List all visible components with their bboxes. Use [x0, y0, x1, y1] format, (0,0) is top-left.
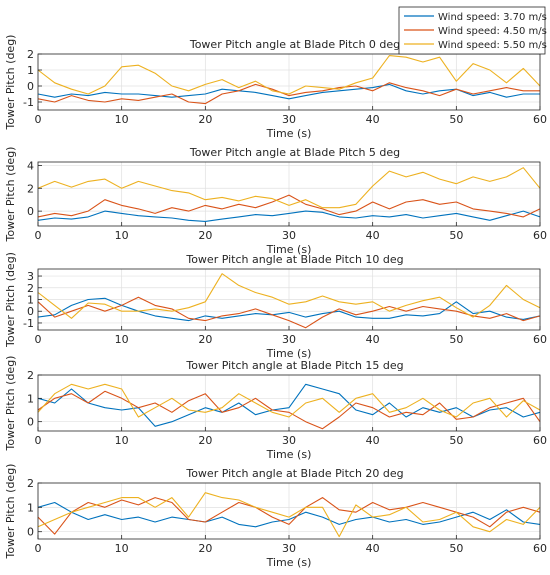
chart-title-1: Tower Pitch angle at Blade Pitch 5 deg: [189, 146, 400, 159]
legend: Wind speed: 3.70 m/s Wind speed: 4.50 m/…: [398, 6, 547, 55]
series-line-2-2: [37, 273, 541, 319]
xtick-label-2-0: 0: [35, 333, 42, 346]
xtick-label-0-3: 30: [282, 113, 296, 126]
series-line-3-2: [37, 383, 541, 418]
xtick-label-1-5: 50: [449, 229, 463, 242]
ytick-label-0-1: 0: [27, 80, 34, 93]
ytick-label-1-0: 0: [27, 205, 34, 218]
ytick-label-4-0: 0: [27, 526, 34, 539]
ytick-label-2-2: 1: [27, 294, 34, 307]
xtick-label-4-5: 50: [449, 542, 463, 555]
subplot-1: 0 10 20 30 40 50 60 0 2 4 Tower Pitch angle at Bla…: [4, 146, 547, 256]
xtick-label-4-3: 30: [282, 542, 296, 555]
series-line-1-2: [37, 167, 541, 209]
chart-title-0: Tower Pitch angle at Blade Pitch 0 deg: [189, 38, 400, 51]
xtick-label-0-5: 50: [449, 113, 463, 126]
xtick-label-3-2: 20: [198, 434, 212, 447]
xtick-label-3-4: 40: [366, 434, 380, 447]
xtick-label-4-6: 60: [533, 542, 547, 555]
chart-title-3: Tower Pitch angle at Blade Pitch 15 deg: [185, 359, 403, 372]
xtick-label-2-3: 30: [282, 333, 296, 346]
subplot-3: 0 10 20 30 40 50 60 0 1 2 Tower Pitch angle at Bla…: [4, 356, 547, 461]
xaxis-label-0: Time (s): [266, 127, 312, 140]
series-line-3-0: [37, 383, 541, 427]
ytick-label-1-1: 2: [27, 182, 34, 195]
legend-label-4-50: Wind speed: 4.50 m/s: [438, 26, 547, 37]
xaxis-label-4: Time (s): [266, 556, 312, 569]
chart-title-4: Tower Pitch angle at Blade Pitch 20 deg: [185, 467, 403, 480]
xtick-label-3-1: 10: [115, 434, 129, 447]
xtick-label-0-0: 0: [35, 113, 42, 126]
ytick-label-0-2: 1: [27, 64, 34, 77]
series-line-4-0: [37, 501, 541, 528]
xtick-label-4-1: 10: [115, 542, 129, 555]
subplot-4: 0 10 20 30 40 50 60 0 1 2 Tower Pitch angle at Bla…: [4, 464, 547, 569]
legend-label-5-50: Wind speed: 5.50 m/s: [438, 40, 547, 51]
xtick-label-2-1: 10: [115, 333, 129, 346]
xtick-label-2-4: 40: [366, 333, 380, 346]
xaxis-label-3: Time (s): [266, 448, 312, 461]
xtick-label-3-5: 50: [449, 434, 463, 447]
chart-title-2: Tower Pitch angle at Blade Pitch 10 deg: [185, 253, 403, 266]
xtick-label-3-3: 30: [282, 434, 296, 447]
xtick-label-3-6: 60: [533, 434, 547, 447]
xtick-label-1-0: 0: [35, 229, 42, 242]
xtick-label-0-2: 20: [198, 113, 212, 126]
ytick-label-0-0: -1: [23, 96, 34, 109]
legend-label-3-70: Wind speed: 3.70 m/s: [438, 12, 547, 23]
ytick-label-2-4: 3: [27, 270, 34, 283]
yaxis-label-3: Tower Pitch (deg): [4, 356, 17, 452]
xtick-label-0-6: 60: [533, 113, 547, 126]
xaxis-label-2: Time (s): [266, 347, 312, 360]
xtick-label-1-1: 10: [115, 229, 129, 242]
ytick-label-4-1: 1: [27, 501, 34, 514]
xtick-label-1-3: 30: [282, 229, 296, 242]
yaxis-label-1: Tower Pitch (deg): [4, 147, 17, 243]
ytick-label-3-2: 2: [27, 369, 34, 382]
xtick-label-1-2: 20: [198, 229, 212, 242]
xaxis-label-1: Time (s): [266, 243, 312, 256]
xtick-label-2-2: 20: [198, 333, 212, 346]
series-line-0-2: [37, 55, 541, 95]
ytick-label-1-2: 4: [27, 159, 34, 172]
series-line-2-1: [37, 296, 541, 329]
xtick-label-4-2: 20: [198, 542, 212, 555]
yaxis-label-2: Tower Pitch (deg): [4, 252, 17, 348]
series-line-1-0: [37, 210, 541, 222]
ytick-label-3-1: 1: [27, 392, 34, 405]
xtick-label-4-0: 0: [35, 542, 42, 555]
series-line-4-2: [37, 492, 541, 538]
xtick-label-0-1: 10: [115, 113, 129, 126]
xtick-label-3-0: 0: [35, 434, 42, 447]
ytick-label-2-1: 0: [27, 305, 34, 318]
ytick-label-2-0: -1: [23, 317, 34, 330]
ytick-label-2-3: 2: [27, 282, 34, 295]
series-line-0-1: [37, 82, 540, 105]
ytick-label-0-3: 2: [27, 48, 34, 61]
xtick-label-4-4: 40: [366, 542, 380, 555]
yaxis-label-0: Tower Pitch (deg): [4, 35, 17, 131]
xtick-label-1-6: 60: [533, 229, 547, 242]
series-line-3-1: [37, 390, 541, 430]
series-line-1-1: [37, 194, 541, 218]
xtick-label-2-6: 60: [533, 333, 547, 346]
ytick-label-3-0: 0: [27, 416, 34, 429]
xtick-label-0-4: 40: [366, 113, 380, 126]
xtick-label-2-5: 50: [449, 333, 463, 346]
ytick-label-4-2: 2: [27, 477, 34, 490]
xtick-label-1-4: 40: [366, 229, 380, 242]
yaxis-label-4: Tower Pitch (deg): [4, 464, 17, 560]
